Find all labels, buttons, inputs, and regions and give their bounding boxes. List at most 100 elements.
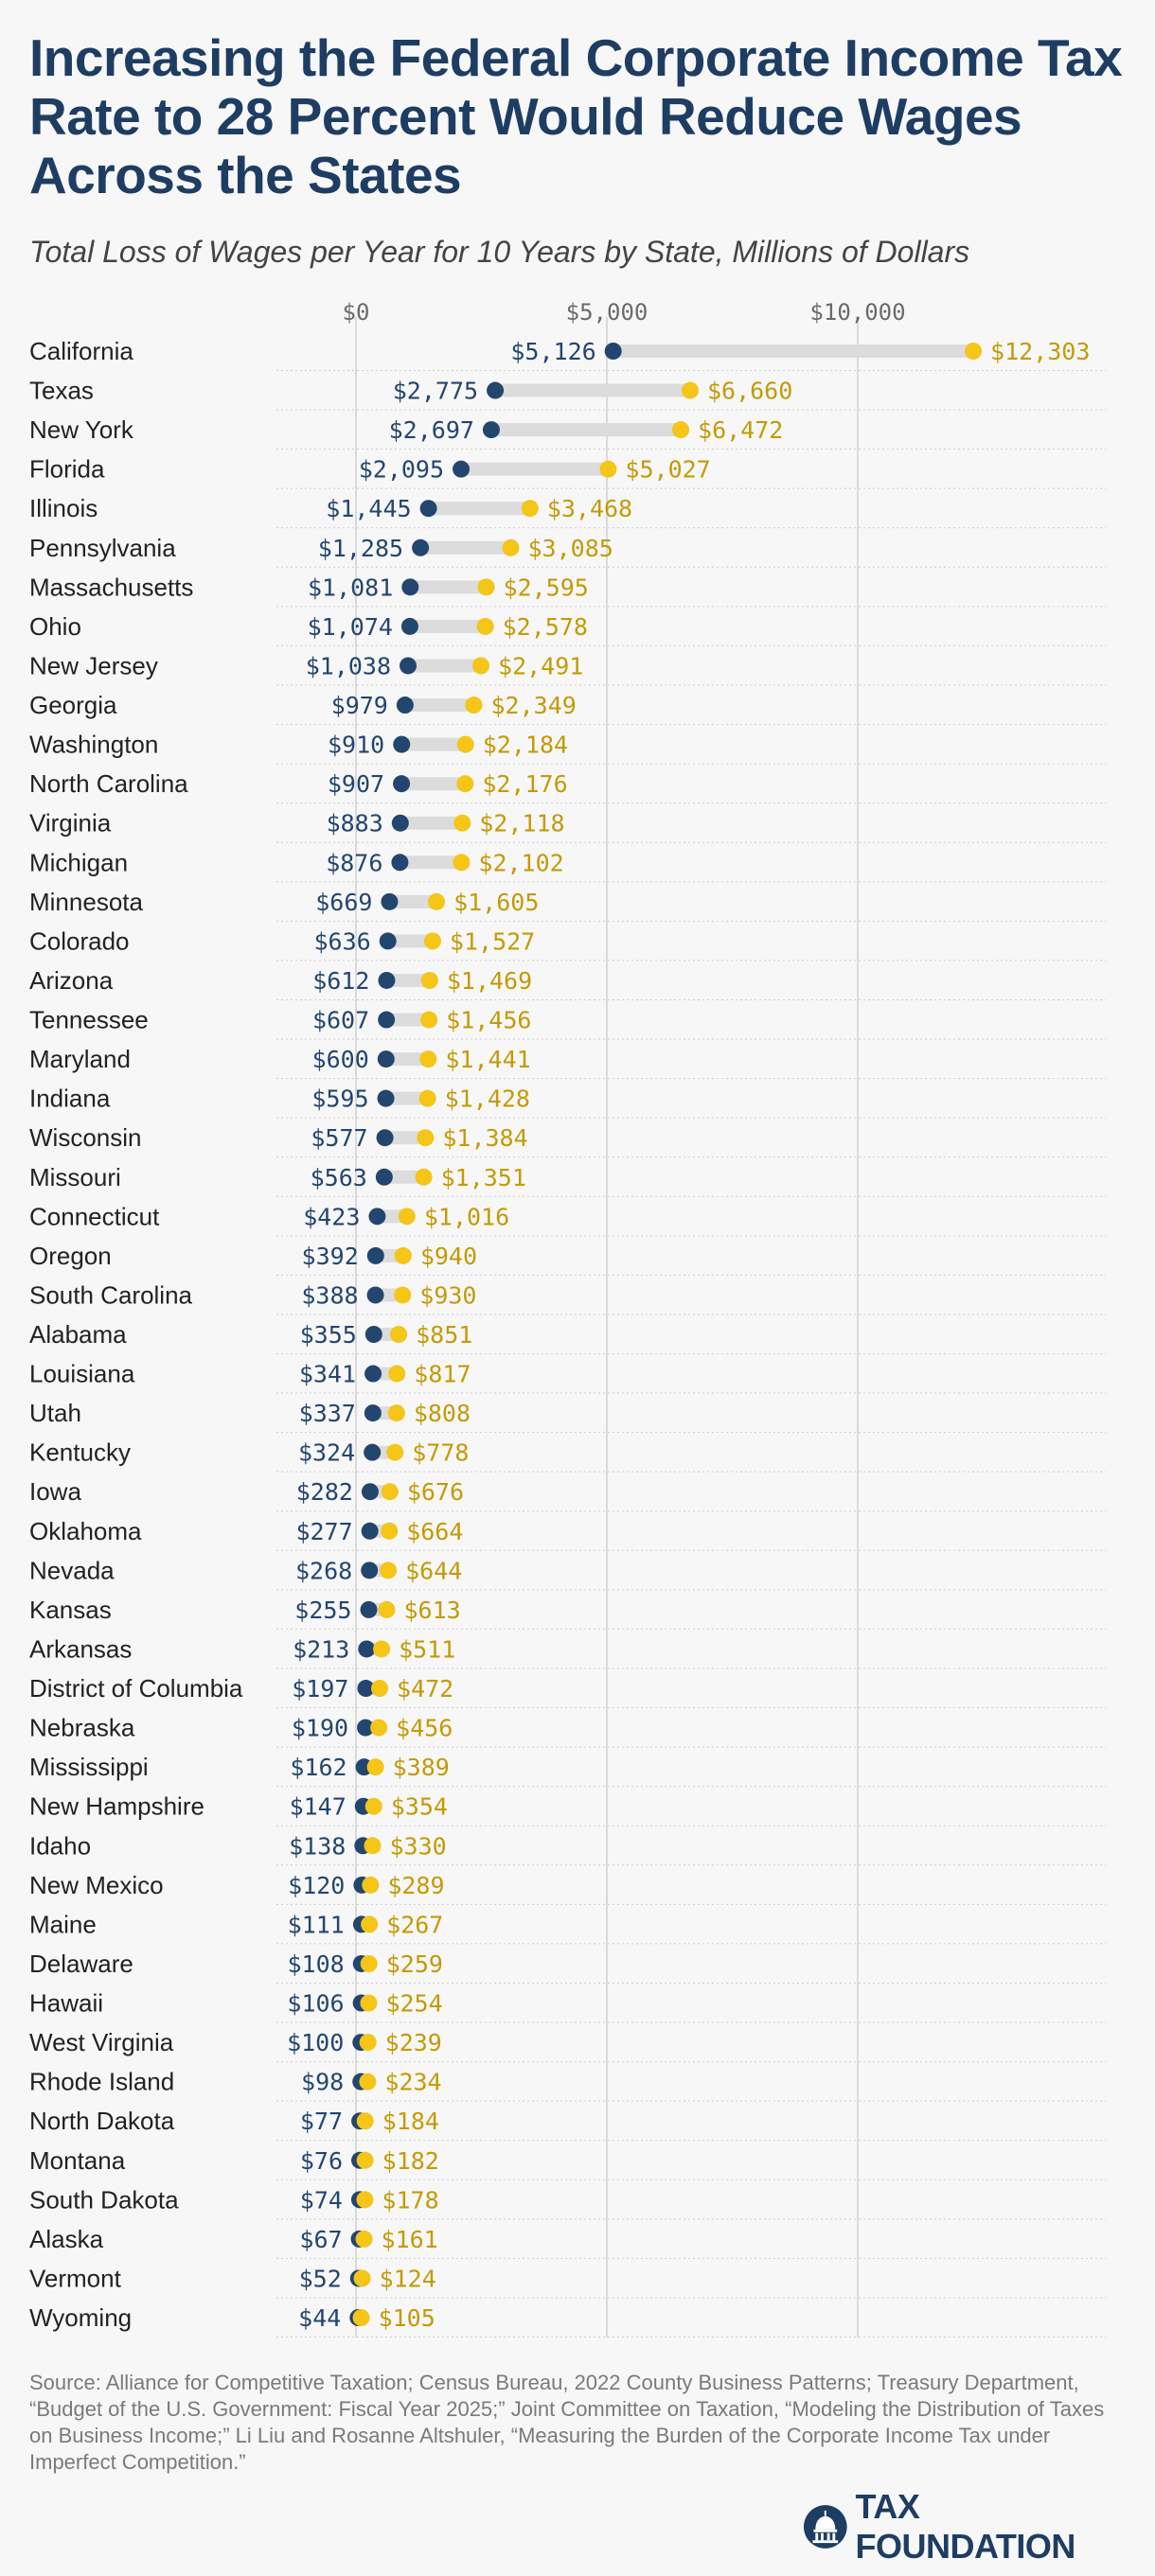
high-value-label: $239 — [385, 2029, 442, 2056]
high-point — [360, 1954, 378, 1972]
high-point — [370, 1719, 388, 1737]
low-value-label: $910 — [328, 732, 384, 759]
low-point — [377, 1089, 395, 1107]
low-point — [360, 1600, 378, 1618]
high-value-label: $124 — [380, 2265, 436, 2292]
low-value-label: $147 — [290, 1793, 346, 1821]
high-point — [453, 814, 471, 832]
low-value-label: $67 — [299, 2226, 342, 2253]
high-value-label: $178 — [382, 2186, 438, 2214]
high-point — [390, 1326, 408, 1343]
low-point — [361, 1522, 379, 1540]
low-point — [376, 1129, 394, 1147]
high-point — [364, 1837, 382, 1855]
state-label: Tennessee — [29, 1006, 149, 1034]
source-note: Source: Alliance for Competitive Taxatio… — [29, 2371, 1105, 2474]
low-value-label: $595 — [311, 1085, 368, 1113]
state-label: Louisiana — [29, 1360, 135, 1388]
high-value-label: $644 — [405, 1557, 462, 1584]
high-point — [398, 1208, 416, 1226]
high-point — [472, 657, 490, 675]
tax-foundation-logo: TAX FOUNDATION — [803, 2487, 1134, 2566]
state-label: Kansas — [29, 1596, 112, 1624]
high-point — [423, 932, 441, 950]
high-value-label: $330 — [389, 1832, 446, 1860]
high-point — [356, 2112, 374, 2130]
state-label: Rhode Island — [29, 2068, 174, 2096]
high-point — [428, 892, 446, 910]
high-value-label: $161 — [382, 2226, 438, 2253]
low-point — [364, 1404, 382, 1422]
high-value-label: $1,351 — [441, 1164, 526, 1191]
low-value-label: $108 — [288, 1950, 345, 1978]
low-value-label: $392 — [302, 1243, 359, 1270]
low-value-label: $52 — [299, 2265, 342, 2292]
low-point — [357, 1680, 375, 1698]
low-value-label: $1,285 — [318, 535, 403, 562]
low-value-label: $388 — [301, 1281, 358, 1309]
low-value-label: $213 — [293, 1635, 349, 1663]
state-label: District of Columbia — [29, 1674, 243, 1703]
low-value-label: $74 — [300, 2186, 343, 2214]
range-bar — [389, 894, 437, 909]
high-point — [599, 460, 617, 478]
high-value-label: $1,527 — [450, 927, 535, 955]
low-point — [366, 1246, 384, 1264]
low-value-label: $2,697 — [389, 416, 474, 444]
low-value-label: $612 — [312, 967, 369, 995]
range-bar — [408, 659, 482, 673]
state-label: Maryland — [29, 1045, 131, 1073]
high-value-label: $472 — [397, 1675, 453, 1703]
high-value-label: $254 — [385, 1990, 442, 2018]
low-value-label: $2,095 — [359, 456, 444, 484]
high-point — [366, 1758, 384, 1776]
high-point — [456, 775, 474, 793]
high-value-label: $1,605 — [453, 889, 539, 916]
high-point — [364, 1797, 382, 1815]
low-value-label: $106 — [287, 1990, 344, 2018]
state-label: Nebraska — [29, 1714, 135, 1742]
high-point — [394, 1246, 412, 1264]
high-point — [359, 2034, 377, 2052]
chart-subtitle: Total Loss of Wages per Year for 10 Year… — [29, 235, 970, 269]
high-point — [356, 2191, 374, 2209]
state-label: Mississippi — [29, 1753, 149, 1781]
low-point — [391, 814, 409, 832]
low-point — [378, 971, 396, 989]
state-label: Kentucky — [29, 1438, 131, 1467]
high-value-label: $1,384 — [442, 1124, 527, 1152]
high-value-label: $2,176 — [482, 770, 567, 798]
high-value-label: $12,303 — [990, 338, 1090, 365]
x-tick-label: $10,000 — [809, 299, 905, 326]
state-label: California — [29, 337, 133, 365]
high-point — [521, 500, 539, 518]
low-point — [381, 892, 399, 910]
state-label: Vermont — [29, 2264, 122, 2292]
low-value-label: $1,074 — [308, 613, 393, 641]
high-point — [359, 2073, 377, 2091]
state-label: Texas — [29, 377, 94, 405]
low-point — [393, 775, 411, 793]
high-point — [361, 1915, 379, 1933]
low-value-label: $2,775 — [393, 378, 478, 405]
low-point — [400, 617, 418, 635]
high-value-label: $2,102 — [478, 849, 563, 876]
low-point — [401, 578, 419, 596]
state-label: West Virginia — [29, 2028, 174, 2056]
high-point — [381, 1522, 399, 1540]
low-value-label: $277 — [295, 1518, 352, 1545]
high-value-label: $2,595 — [504, 573, 589, 601]
low-value-label: $883 — [327, 810, 383, 838]
low-value-label: $355 — [300, 1321, 357, 1349]
state-label: Indiana — [29, 1085, 111, 1113]
high-value-label: $2,184 — [483, 732, 568, 759]
state-label: Pennsylvania — [29, 534, 176, 562]
state-label: Oklahoma — [29, 1517, 142, 1545]
high-value-label: $2,578 — [503, 613, 588, 641]
state-label: Arizona — [29, 966, 114, 995]
low-point — [604, 343, 622, 360]
low-value-label: $44 — [298, 2304, 341, 2332]
high-point — [965, 343, 983, 360]
state-label: Utah — [29, 1399, 81, 1427]
range-bar — [400, 856, 462, 870]
